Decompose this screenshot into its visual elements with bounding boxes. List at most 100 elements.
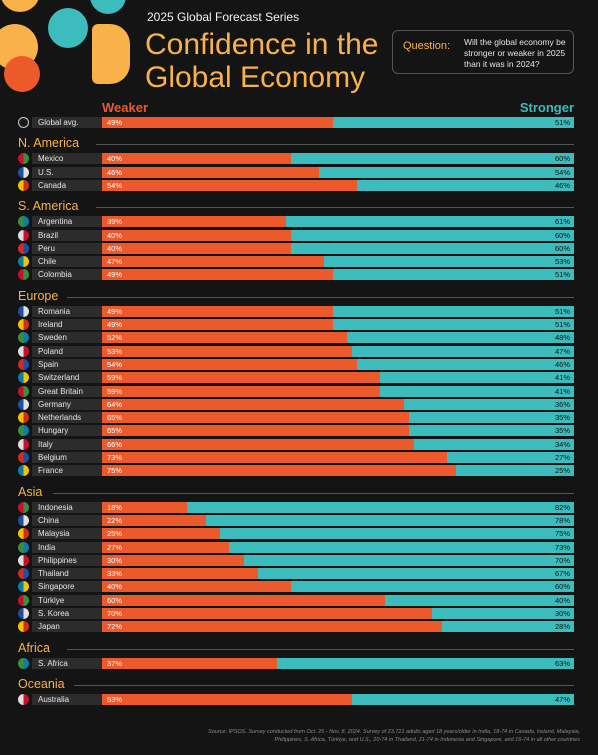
country-label: Global avg. — [32, 117, 114, 128]
data-label-weaker: 37% — [107, 658, 123, 668]
table-row: S. Korea 70% 30% — [18, 608, 574, 619]
table-row: Colombia 49% 51% — [18, 269, 574, 281]
table-row: Ireland 49% 51% — [18, 319, 574, 330]
table-row: Switzerland 59% 41% — [18, 372, 574, 384]
data-label-weaker: 46% — [107, 167, 123, 177]
bar-weaker — [102, 568, 258, 580]
country-label: Germany — [32, 398, 114, 410]
bar-weaker — [102, 412, 409, 424]
bar-weaker — [102, 332, 348, 344]
table-row: Great Britain 59% 41% — [18, 385, 574, 397]
data-label-weaker: 75% — [107, 466, 123, 476]
flag-icon — [18, 358, 29, 370]
data-label-weaker: 49% — [107, 306, 123, 316]
table-row: Hungary 65% 35% — [18, 425, 574, 437]
flag-icon — [18, 621, 29, 633]
flag-icon — [18, 242, 29, 254]
flag-icon — [18, 345, 29, 357]
flag-icon — [18, 438, 29, 450]
bar-stronger — [323, 256, 574, 268]
bar-weaker — [102, 621, 442, 633]
data-label-stronger: 35% — [554, 413, 570, 423]
country-label: Sweden — [32, 332, 114, 344]
table-row: Japan 72% 28% — [18, 621, 574, 633]
data-label-weaker: 30% — [107, 555, 123, 565]
flag-icon — [18, 385, 29, 397]
bar-weaker — [102, 179, 357, 191]
table-row: Mexico 40% 60% — [18, 153, 574, 165]
bar-stronger — [257, 568, 574, 580]
flag-icon — [18, 554, 29, 566]
data-label-stronger: 51% — [554, 118, 570, 127]
country-label: Philippines — [32, 554, 114, 566]
table-row: Malaysia 25% 75% — [18, 528, 574, 540]
region-divider — [52, 492, 574, 494]
flag-icon — [18, 541, 29, 553]
region-label: S. America — [18, 199, 79, 214]
bar-stronger — [186, 501, 574, 513]
table-row: Sweden 52% 48% — [18, 332, 574, 344]
country-label: China — [32, 514, 114, 526]
country-label: Singapore — [32, 581, 114, 593]
bar-stronger — [319, 166, 574, 178]
flag-icon — [18, 216, 29, 228]
flag-icon — [18, 305, 29, 317]
bar-weaker — [102, 305, 334, 317]
data-label-stronger: 51% — [554, 270, 570, 280]
data-label-weaker: 49% — [107, 320, 123, 329]
bar-stronger — [352, 345, 574, 357]
country-label: Australia — [32, 693, 114, 705]
flag-icon — [18, 256, 29, 268]
bar-weaker — [102, 514, 206, 526]
flag-icon — [18, 372, 29, 384]
page-title: Confidence in the Global Economy — [145, 28, 379, 94]
data-label-weaker: 25% — [107, 529, 123, 539]
data-label-weaker: 59% — [107, 373, 123, 383]
data-label-stronger: 60% — [554, 582, 570, 592]
region-label: Europe — [18, 288, 59, 303]
data-label-stronger: 46% — [554, 359, 570, 369]
bar-weaker — [102, 657, 277, 669]
data-label-weaker: 39% — [107, 217, 123, 227]
flag-icon — [18, 528, 29, 540]
flag-icon — [18, 657, 29, 669]
country-label: Switzerland — [32, 372, 114, 384]
data-label-stronger: 60% — [554, 154, 570, 164]
data-label-weaker: 54% — [107, 180, 123, 190]
bar-weaker — [102, 594, 386, 606]
bar-stronger — [385, 594, 574, 606]
region-divider — [74, 684, 574, 686]
data-label-weaker: 18% — [107, 502, 123, 512]
data-label-weaker: 49% — [107, 270, 123, 280]
flag-icon — [18, 425, 29, 437]
data-label-weaker: 40% — [107, 582, 123, 592]
country-label: S. Korea — [32, 608, 114, 619]
bar-stronger — [290, 229, 574, 241]
country-label: Peru — [32, 242, 114, 254]
data-label-stronger: 25% — [554, 466, 570, 476]
bar-stronger — [432, 608, 574, 619]
flag-icon — [18, 332, 29, 344]
data-label-stronger: 41% — [554, 373, 570, 383]
bar-weaker — [102, 608, 433, 619]
data-label-weaker: 47% — [107, 257, 123, 267]
table-row: Netherlands 65% 35% — [18, 412, 574, 424]
region-label: Asia — [18, 484, 43, 499]
flag-icon — [18, 608, 29, 619]
bar-stronger — [290, 153, 574, 165]
data-label-stronger: 78% — [554, 515, 570, 525]
data-label-stronger: 54% — [554, 167, 570, 177]
data-label-weaker: 70% — [107, 609, 123, 618]
bar-weaker — [102, 345, 353, 357]
country-label: India — [32, 541, 114, 553]
source-note: Source: IPSOS. Survey conducted from Oct… — [208, 729, 580, 743]
country-label: Türkiye — [32, 594, 114, 606]
data-label-stronger: 47% — [554, 346, 570, 356]
country-label: Argentina — [32, 216, 114, 228]
data-label-weaker: 27% — [107, 542, 123, 552]
bar-weaker — [102, 358, 357, 370]
country-label: Canada — [32, 179, 114, 191]
bar-stronger — [333, 305, 574, 317]
data-label-weaker: 65% — [107, 413, 123, 423]
legend-weaker: Weaker — [102, 100, 149, 115]
